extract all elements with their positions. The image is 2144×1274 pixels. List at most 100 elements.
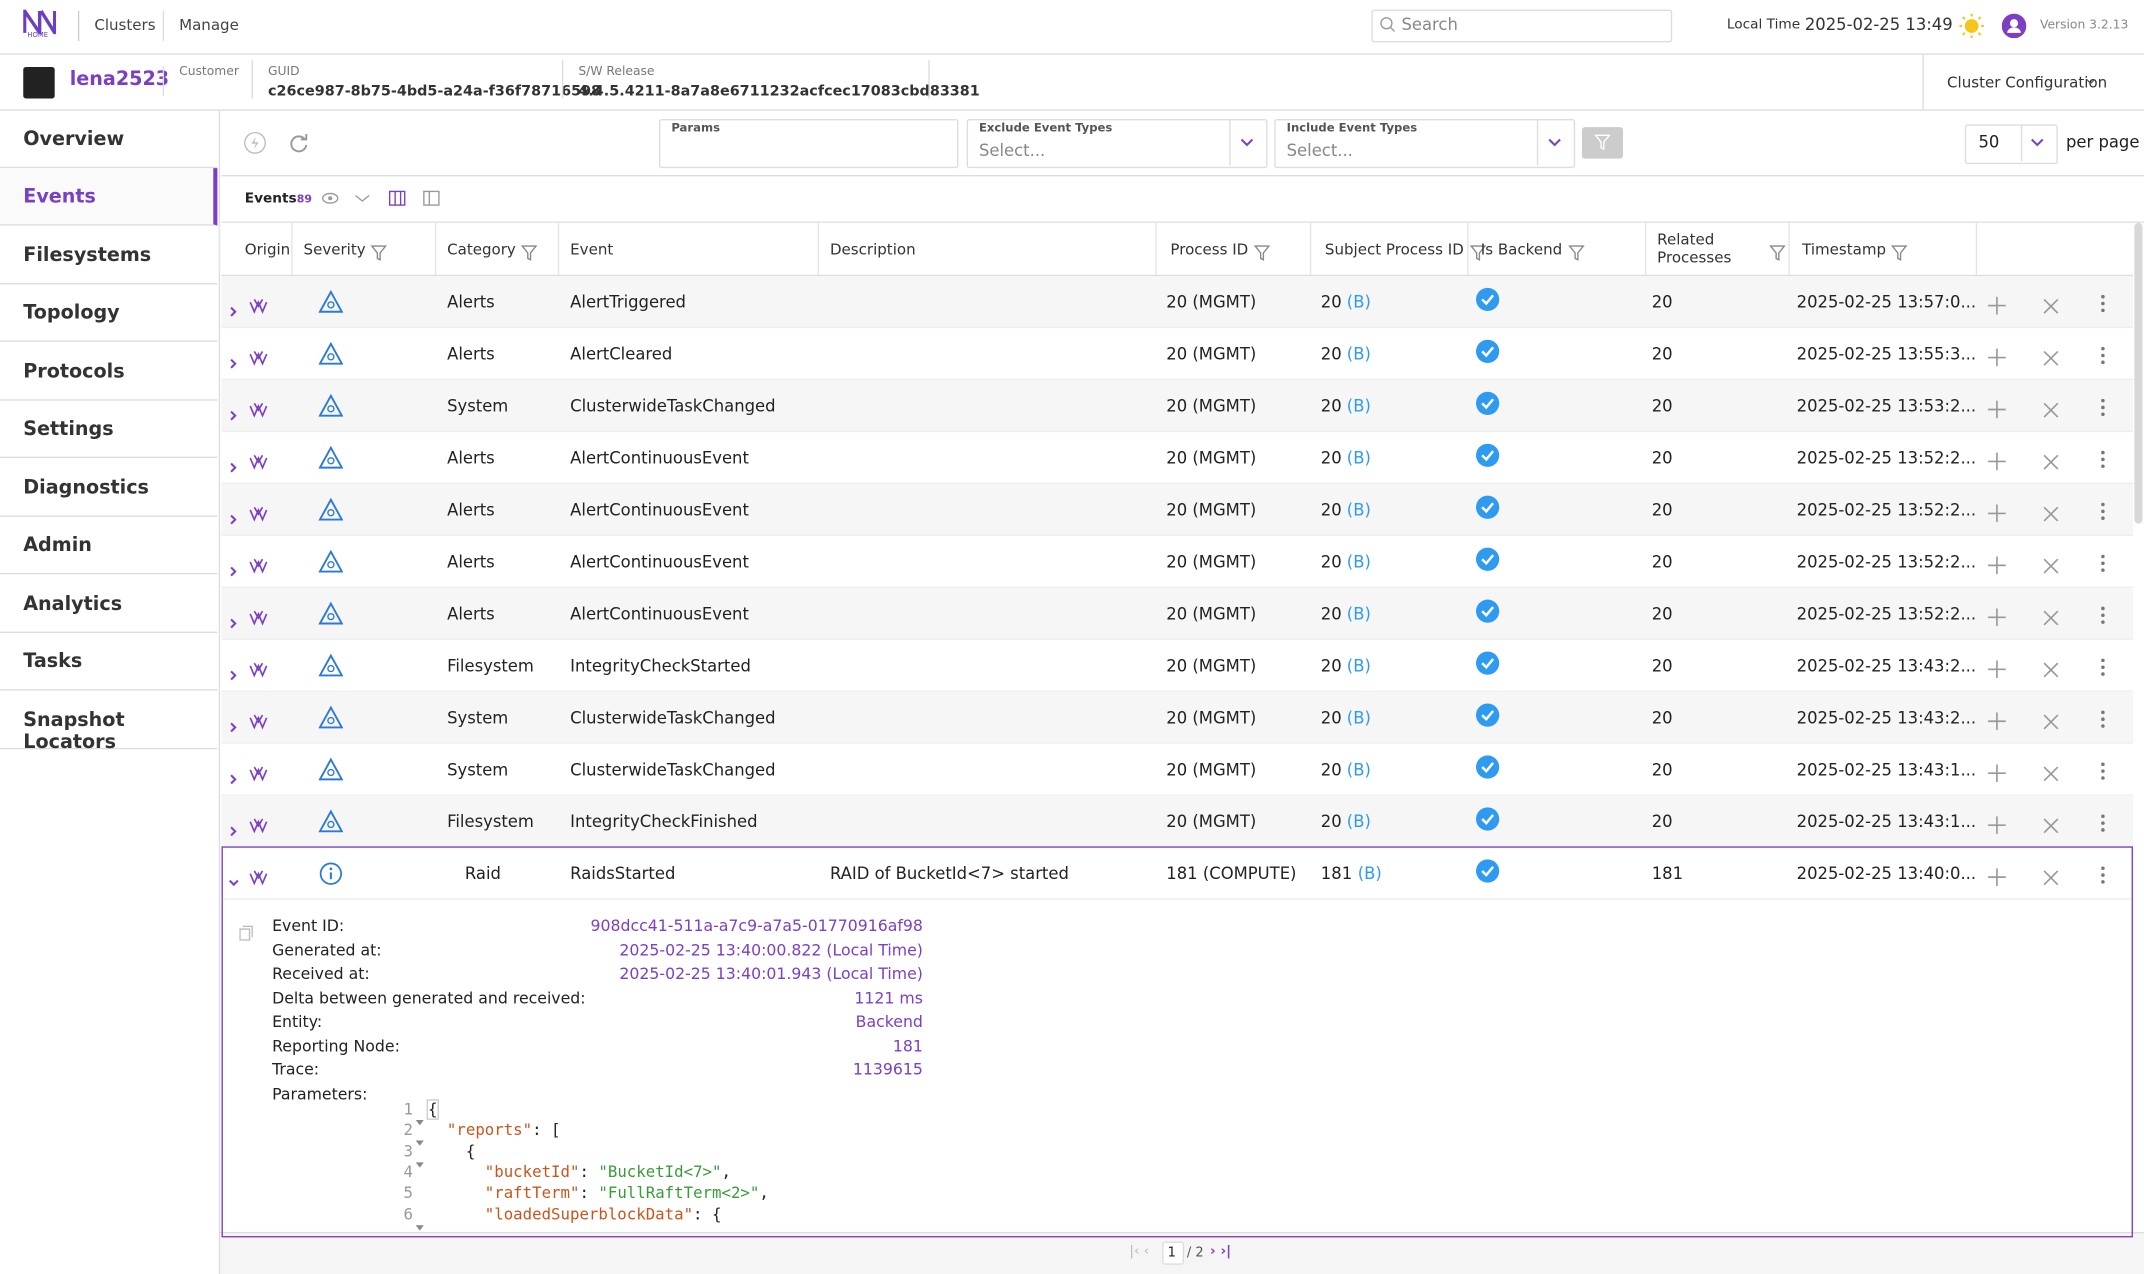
add-button[interactable] (1988, 710, 2006, 731)
fold-marker[interactable] (415, 1106, 424, 1126)
more-button[interactable] (2100, 656, 2105, 676)
user-avatar[interactable] (2001, 13, 2027, 39)
sidebar-item[interactable]: Snapshot Locators (0, 691, 218, 753)
sidebar-item[interactable]: Analytics (0, 575, 218, 633)
fold-marker[interactable] (415, 1148, 424, 1168)
more-button[interactable] (2100, 760, 2105, 780)
more-button[interactable] (2100, 708, 2105, 728)
add-button[interactable] (1988, 814, 2006, 835)
dismiss-button[interactable] (2043, 294, 2059, 314)
next-last[interactable]: › ›| (1210, 1244, 1232, 1260)
expand-toggle[interactable] (228, 556, 239, 577)
add-button[interactable] (1988, 450, 2006, 471)
column-header[interactable]: Subject Process ID (1324, 240, 1464, 259)
cluster-config[interactable]: Cluster Configuration (1947, 73, 2108, 92)
sidebar-item[interactable]: Tasks (0, 633, 218, 691)
dismiss-button[interactable] (2043, 866, 2059, 886)
expand-toggle[interactable] (228, 660, 239, 681)
dismiss-button[interactable] (2043, 346, 2059, 366)
filter-icon[interactable] (1568, 241, 1585, 261)
dismiss-button[interactable] (2043, 606, 2059, 626)
dismiss-button[interactable] (2043, 398, 2059, 418)
exclude-select[interactable] (966, 118, 1268, 169)
add-button[interactable] (1988, 762, 2006, 783)
more-button[interactable] (2100, 604, 2105, 624)
column-header[interactable]: Origin (244, 240, 291, 259)
more-button[interactable] (2100, 448, 2105, 469)
sidebar-item[interactable]: Protocols (0, 343, 218, 401)
dismiss-button[interactable] (2043, 814, 2059, 834)
fold-marker[interactable] (415, 1211, 424, 1230)
column-header[interactable]: Category (447, 240, 516, 259)
dismiss-button[interactable] (2043, 658, 2059, 678)
expand-toggle[interactable] (228, 816, 239, 837)
scrollbar[interactable] (2134, 222, 2143, 524)
add-button[interactable] (1988, 346, 2006, 367)
add-button[interactable] (1988, 606, 2006, 627)
more-button[interactable] (2100, 500, 2105, 520)
sidebar-item[interactable]: Filesystems (0, 227, 218, 285)
nav-link[interactable]: Clusters (94, 16, 156, 35)
expand-toggle[interactable] (228, 764, 239, 785)
sidebar-item[interactable]: Events (0, 168, 218, 227)
add-button[interactable] (1988, 866, 2006, 887)
filter-icon[interactable] (520, 241, 538, 261)
collapse-toggle[interactable] (354, 194, 370, 204)
column-header[interactable]: Timestamp (1802, 240, 1887, 259)
include-select[interactable] (1274, 118, 1576, 169)
search-box[interactable] (1371, 9, 1673, 43)
column-header[interactable]: Process ID (1170, 240, 1249, 259)
column-header[interactable]: Is Backend (1480, 240, 1563, 259)
add-button[interactable] (1988, 294, 2006, 315)
copy-icon[interactable] (239, 920, 253, 941)
sidebar-item[interactable]: Overview (0, 111, 218, 169)
first-prev[interactable]: |‹ ‹ (1129, 1244, 1150, 1260)
expand-toggle[interactable] (228, 297, 239, 317)
filter-icon[interactable] (1253, 241, 1271, 261)
fold-marker[interactable] (415, 1127, 424, 1147)
per-page-select[interactable] (1964, 124, 2058, 165)
filter-icon[interactable] (370, 241, 388, 261)
visibility-toggle[interactable] (321, 191, 339, 205)
add-button[interactable] (1988, 658, 2006, 679)
theme-toggle[interactable] (1959, 13, 1984, 39)
add-button[interactable] (1988, 502, 2006, 523)
refresh-button[interactable] (289, 133, 310, 154)
more-button[interactable] (2100, 864, 2105, 884)
sidebar-item[interactable]: Topology (0, 285, 218, 343)
sidebar-item[interactable]: Admin (0, 517, 218, 575)
sidebar-item[interactable]: Diagnostics (0, 459, 218, 517)
apply-filter-button[interactable] (1581, 127, 1623, 159)
cluster-name[interactable]: lena2523 (69, 68, 170, 91)
nav-link[interactable]: Manage (179, 16, 239, 35)
dismiss-button[interactable] (2043, 450, 2059, 470)
dismiss-button[interactable] (2043, 502, 2059, 522)
logo[interactable] (23, 9, 57, 35)
filter-icon[interactable] (1890, 241, 1908, 261)
column-header[interactable]: Severity (303, 240, 366, 259)
more-button[interactable] (2100, 552, 2105, 572)
dismiss-button[interactable] (2043, 710, 2059, 730)
more-button[interactable] (2100, 345, 2105, 365)
page-number[interactable]: 1 (1167, 1245, 1176, 1261)
add-button[interactable] (1988, 554, 2006, 575)
more-button[interactable] (2100, 397, 2105, 417)
add-button[interactable] (1988, 398, 2006, 419)
expand-toggle[interactable] (228, 608, 239, 629)
column-header[interactable]: Related Processes (1657, 231, 1732, 267)
dismiss-button[interactable] (2043, 762, 2059, 782)
expand-toggle[interactable] (228, 401, 239, 421)
expand-toggle[interactable] (228, 505, 239, 525)
column-header[interactable]: Description (829, 240, 916, 259)
more-button[interactable] (2100, 812, 2105, 832)
dismiss-button[interactable] (2043, 554, 2059, 574)
sidebar-item[interactable]: Settings (0, 401, 218, 459)
more-button[interactable] (2100, 293, 2105, 313)
live-toggle[interactable] (243, 131, 266, 154)
expand-toggle[interactable] (228, 712, 239, 733)
expand-toggle[interactable] (228, 868, 239, 887)
column-header[interactable]: Event (570, 240, 614, 259)
filter-icon[interactable] (1769, 241, 1786, 261)
filter-icon[interactable] (1469, 241, 1487, 261)
expand-toggle[interactable] (228, 453, 239, 473)
